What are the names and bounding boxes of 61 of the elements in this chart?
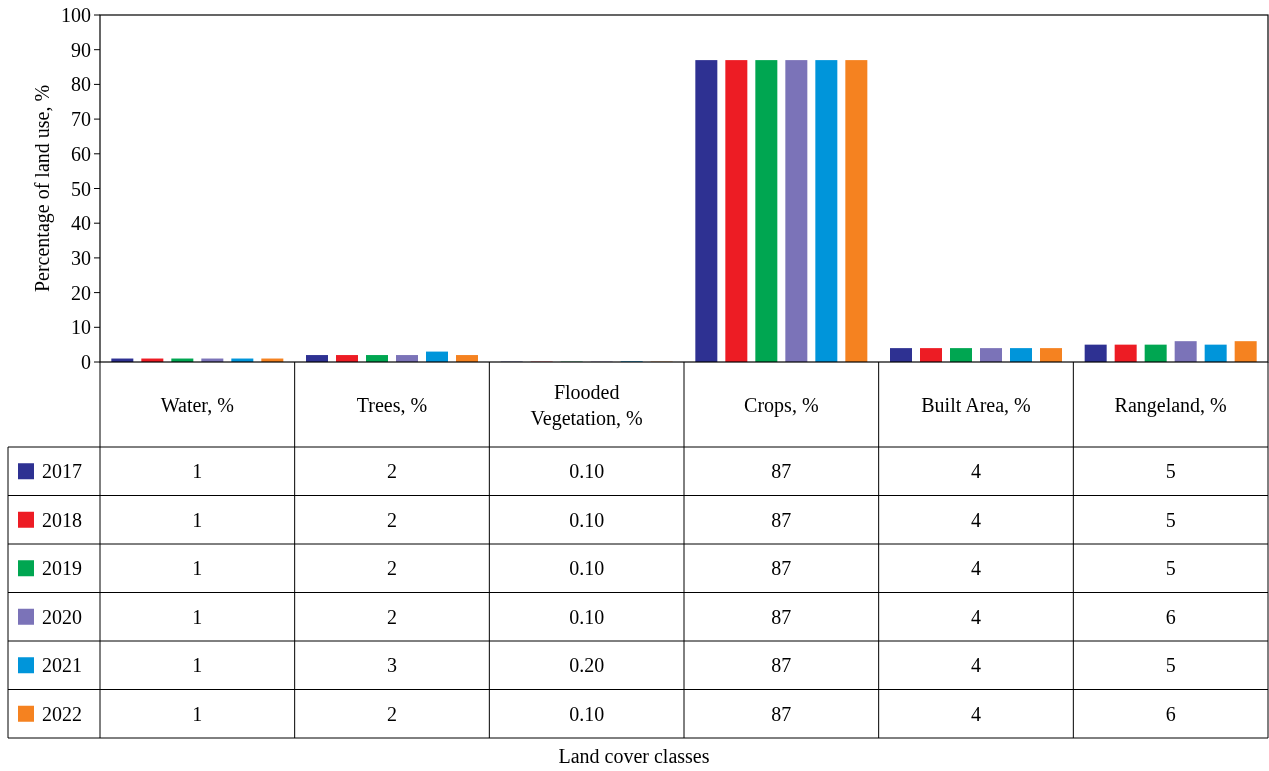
data-label: 0.10 [569,460,605,483]
x-tick-label: Crops, % [744,393,819,417]
legend-label: 2019 [42,557,82,580]
data-label: 87 [771,702,792,725]
data-label: 87 [771,460,792,483]
data-label: 5 [1165,557,1176,580]
data-label: 2 [387,702,397,725]
data-label: 4 [971,557,981,580]
x-tick-label: Built Area, % [921,393,1031,416]
y-tick-label: 40 [71,212,91,235]
y-axis-title: Percentage of land use, % [31,84,54,293]
y-tick-label: 20 [71,281,91,304]
data-label: 2 [387,605,397,628]
data-label: 0.10 [569,605,605,628]
x-tick-label: Rangeland, % [1114,393,1227,417]
data-label: 6 [1165,605,1176,628]
data-label: 1 [192,460,203,483]
y-tick-label: 100 [61,4,91,26]
y-tick-label: 50 [71,177,91,200]
x-tick-label: Trees, % [356,393,428,416]
data-label: 0.10 [569,702,605,725]
data-label: 1 [192,557,203,580]
data-label: 5 [1165,654,1176,677]
legend-label: 2017 [42,460,82,483]
data-label: 4 [971,508,981,531]
data-label: 4 [971,605,981,628]
data-label: 0.20 [569,654,605,677]
data-label: 2 [387,460,397,483]
data-label: 4 [971,702,981,725]
text: Land cover classes [558,745,710,767]
data-label: 4 [971,460,981,483]
data-label: 5 [1165,508,1176,531]
y-tick-label: 90 [71,38,91,61]
legend-label: 2022 [42,702,82,725]
y-tick-label: 30 [71,246,91,269]
x-tick-label: Water, % [160,393,234,416]
data-label: 6 [1165,702,1176,725]
data-label: 1 [192,508,203,531]
data-label: 4 [971,654,981,677]
data-label: 87 [771,605,792,628]
legend-label: 2018 [42,508,82,531]
y-tick-label: 70 [71,108,91,131]
y-tick-label: 80 [71,73,91,96]
data-label: 87 [771,557,792,580]
data-label: 5 [1165,460,1176,483]
data-label: 3 [387,654,397,677]
data-label: 0.10 [569,557,605,580]
data-label: 1 [192,605,203,628]
data-label: 1 [192,654,203,677]
y-tick-label: 60 [71,142,91,165]
data-label: 87 [771,508,792,531]
data-label: 1 [192,702,203,725]
data-label: 87 [771,654,792,677]
legend-label: 2020 [42,605,82,628]
data-label: 0.10 [569,508,605,531]
legend-label: 2021 [42,654,82,677]
x-tick-label: Flooded Vegetation, % [530,380,643,430]
y-tick-label: 0 [81,351,91,373]
y-tick-label: 10 [71,316,91,339]
data-label: 2 [387,557,397,580]
data-label: 2 [387,508,397,531]
